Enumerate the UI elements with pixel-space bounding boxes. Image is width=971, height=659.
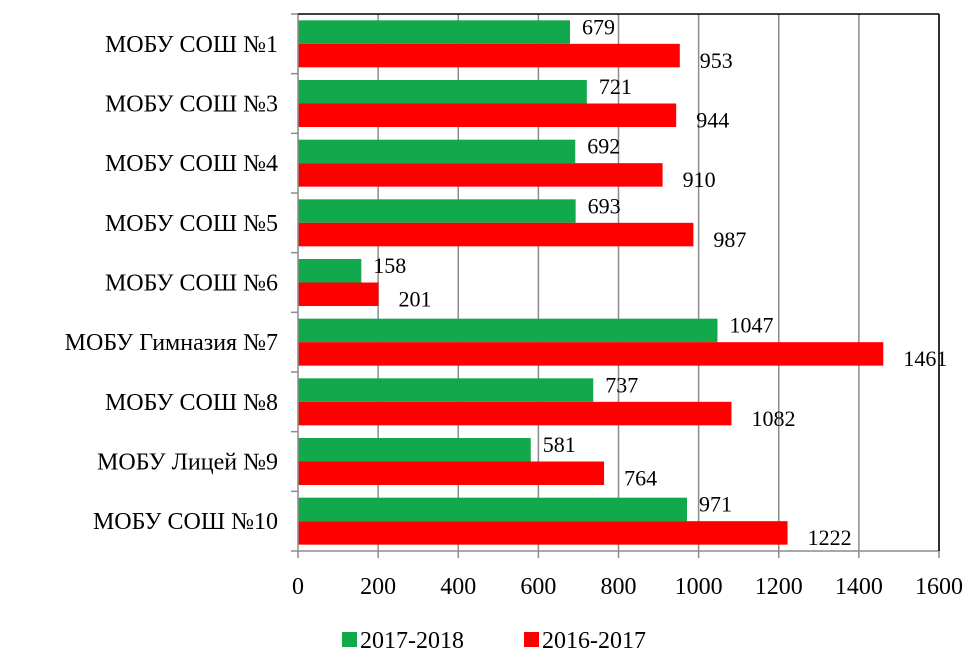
data-label: 1222 xyxy=(808,525,852,550)
x-tick-label: 1600 xyxy=(915,574,963,600)
data-label: 764 xyxy=(624,466,657,491)
bar-2017-2018 xyxy=(298,80,587,104)
x-tick-label: 800 xyxy=(601,574,637,600)
x-tick-label: 1200 xyxy=(755,574,803,600)
bar-2016-2017 xyxy=(298,163,663,187)
bar-2016-2017 xyxy=(298,401,732,426)
data-label: 1047 xyxy=(729,313,773,338)
bar-2017-2018 xyxy=(298,199,576,223)
labels: 0 200 400 600 800 1000 1200 1400 1600 МОБУ СОШ №1… xyxy=(65,14,963,600)
data-label: 679 xyxy=(582,14,615,39)
legend-swatch-2017-2018 xyxy=(342,632,357,647)
data-label: 953 xyxy=(700,48,733,73)
bars xyxy=(298,20,884,545)
bar-2017-2018 xyxy=(298,438,531,462)
data-label: 692 xyxy=(587,134,620,159)
bar-2017-2018 xyxy=(298,318,718,343)
legend-label: 2017-2018 xyxy=(360,628,464,654)
bar-2017-2018 xyxy=(298,139,576,164)
legend: 2017-2018 2016-2017 xyxy=(342,628,646,654)
bar-2017-2018 xyxy=(298,497,688,522)
category-label: МОБУ Гимназия №7 xyxy=(65,330,278,356)
category-label: МОБУ Лицей №9 xyxy=(97,450,278,476)
legend-swatch-2016-2017 xyxy=(524,632,539,647)
data-label: 158 xyxy=(373,253,406,278)
axes xyxy=(291,13,940,558)
x-tick-label: 0 xyxy=(292,574,304,600)
data-label: 944 xyxy=(696,108,729,133)
bar-2016-2017 xyxy=(298,222,694,247)
data-label: 971 xyxy=(699,492,732,517)
x-tick-label: 600 xyxy=(520,574,556,600)
bar-2016-2017 xyxy=(298,103,677,127)
category-label: МОБУ СОШ №4 xyxy=(105,151,278,177)
data-label: 721 xyxy=(599,74,632,99)
data-label: 910 xyxy=(683,167,716,192)
data-label: 1082 xyxy=(751,406,795,431)
bar-2017-2018 xyxy=(298,259,362,283)
bar-2016-2017 xyxy=(298,282,379,306)
category-label: МОБУ СОШ №1 xyxy=(105,32,278,58)
data-label: 693 xyxy=(588,193,621,218)
category-label: МОБУ СОШ №3 xyxy=(105,92,278,118)
x-tick-label: 1400 xyxy=(835,574,883,600)
data-label: 987 xyxy=(713,227,746,252)
data-label: 737 xyxy=(605,372,638,397)
category-label: МОБУ СОШ №6 xyxy=(105,271,278,297)
bar-2017-2018 xyxy=(298,378,594,402)
bar-2016-2017 xyxy=(298,43,680,68)
legend-label: 2016-2017 xyxy=(542,628,646,654)
bar-2016-2017 xyxy=(298,342,884,366)
data-label: 1461 xyxy=(903,346,947,371)
category-label: МОБУ СОШ №8 xyxy=(105,390,278,416)
bar-2017-2018 xyxy=(298,20,571,44)
data-label: 581 xyxy=(543,432,576,457)
data-label: 201 xyxy=(399,287,432,312)
category-label: МОБУ СОШ №5 xyxy=(105,211,278,237)
x-tick-label: 200 xyxy=(360,574,396,600)
category-label: МОБУ СОШ №10 xyxy=(93,509,278,535)
bar-2016-2017 xyxy=(298,461,605,485)
x-tick-label: 1000 xyxy=(675,574,723,600)
bar-2016-2017 xyxy=(298,521,788,545)
x-tick-label: 400 xyxy=(440,574,476,600)
